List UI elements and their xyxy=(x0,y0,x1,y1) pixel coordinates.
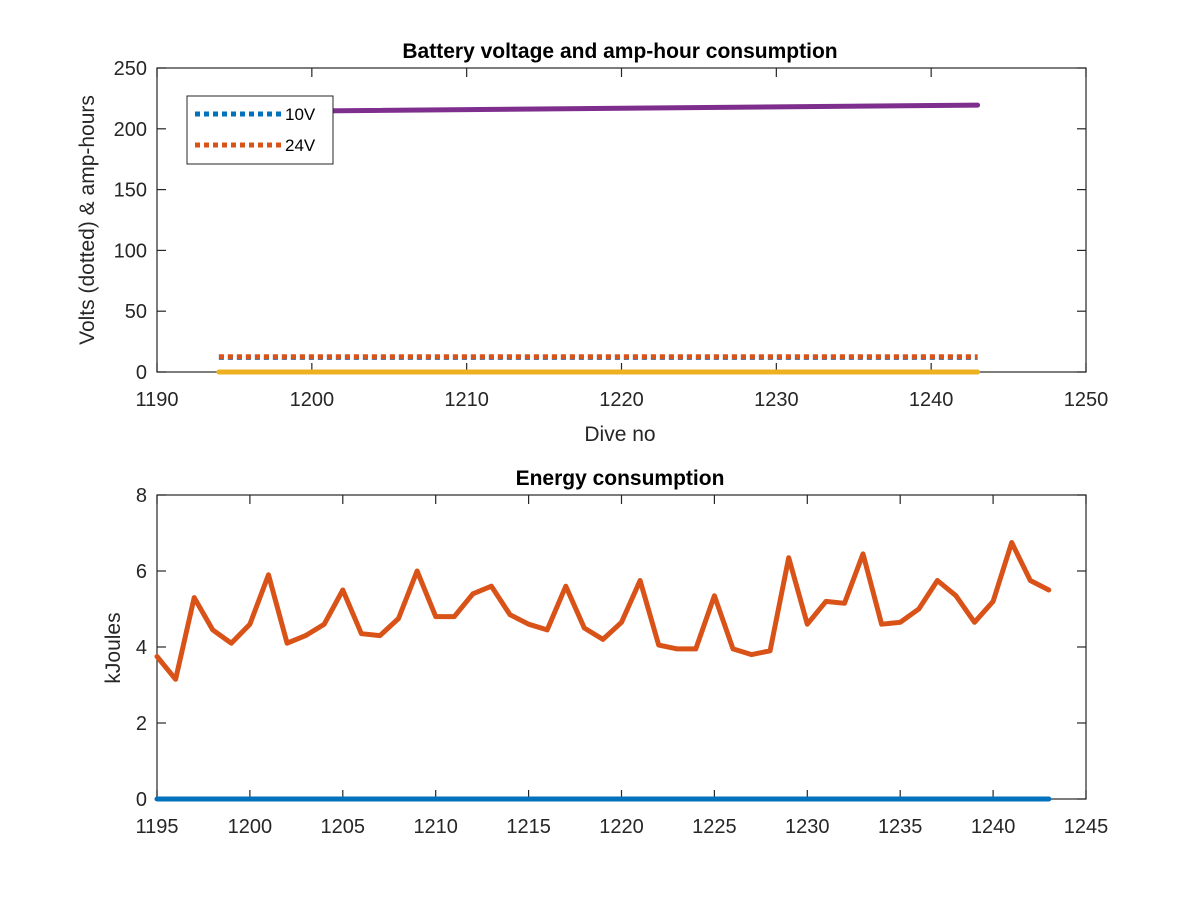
voltage-plot-xtick-label: 1210 xyxy=(444,389,489,411)
voltage-plot-xtick-label: 1220 xyxy=(599,389,644,411)
voltage-plot-xtick-label: 1230 xyxy=(754,389,799,411)
voltage-plot-title: Battery voltage and amp-hour consumption xyxy=(402,40,837,63)
voltage-plot-ylabel: Volts (dotted) & amp-hours xyxy=(76,95,99,345)
voltage-plot-xtick-label: 1240 xyxy=(909,389,954,411)
voltage-plot-ytick-label: 50 xyxy=(125,301,147,323)
energy-plot-ytick-label: 2 xyxy=(136,713,147,735)
energy-plot-xtick-label: 1220 xyxy=(599,816,644,838)
energy-plot-ytick-label: 4 xyxy=(136,637,147,659)
voltage-plot-ytick-label: 100 xyxy=(114,240,147,262)
legend-label-10v: 10V xyxy=(285,105,316,124)
energy-plot-xtick-label: 1235 xyxy=(878,816,923,838)
energy-plot-series-line-1 xyxy=(154,540,1052,682)
energy-plot-xtick-label: 1210 xyxy=(413,816,458,838)
energy-plot: Energy consumption kJoules 1195 1200 1205 1… xyxy=(102,467,1108,838)
energy-plot-ylabel: kJoules xyxy=(102,612,125,683)
voltage-plot: Battery voltage and amp-hour consumption… xyxy=(76,40,1108,446)
energy-plot-xtick-label: 1230 xyxy=(785,816,830,838)
energy-plot-ytick-label: 0 xyxy=(136,789,147,811)
legend-box xyxy=(186,95,334,165)
voltage-plot-xlabel: Dive no xyxy=(584,423,655,446)
energy-plot-title: Energy consumption xyxy=(516,467,725,490)
voltage-plot-ytick-label: 250 xyxy=(114,58,147,80)
energy-plot-axes-box xyxy=(156,494,1087,800)
voltage-plot-ytick-label: 0 xyxy=(136,362,147,384)
voltage-plot-ytick-label: 200 xyxy=(114,119,147,141)
energy-plot-xtick-label: 1205 xyxy=(321,816,366,838)
voltage-plot-xtick-label: 1190 xyxy=(135,389,178,411)
energy-plot-xtick-label: 1200 xyxy=(228,816,273,838)
legend-label-24v: 24V xyxy=(285,136,316,155)
energy-plot-xtick-label: 1215 xyxy=(506,816,551,838)
voltage-plot-series-line-3 xyxy=(216,102,981,115)
energy-plot-xtick-label: 1240 xyxy=(971,816,1016,838)
energy-plot-xtick-label: 1245 xyxy=(1064,816,1109,838)
energy-plot-ytick-label: 6 xyxy=(136,561,147,583)
voltage-plot-xtick-label: 1250 xyxy=(1064,389,1109,411)
voltage-plot-ytick-label: 150 xyxy=(114,180,147,202)
energy-plot-ytick-label: 8 xyxy=(136,485,147,507)
energy-plot-xtick-label: 1225 xyxy=(692,816,737,838)
voltage-plot-xtick-label: 1200 xyxy=(290,389,335,411)
energy-plot-xtick-label: 1195 xyxy=(135,816,178,838)
voltage-plot-legend: 10V 24V xyxy=(186,95,334,165)
